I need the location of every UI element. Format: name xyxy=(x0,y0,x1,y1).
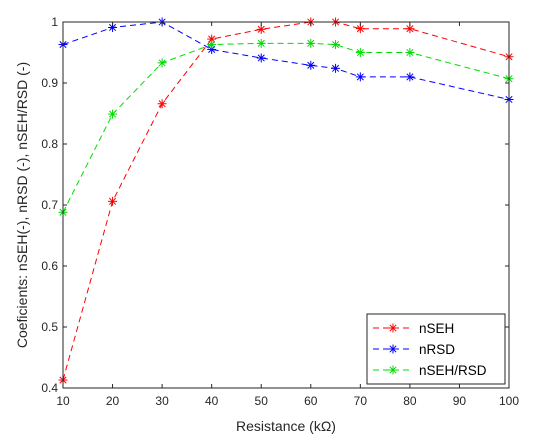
data-point-1-4 xyxy=(256,53,266,63)
series-line-1 xyxy=(62,21,510,100)
x-tick-label: 20 xyxy=(106,394,120,408)
x-tick-label: 80 xyxy=(403,394,417,408)
y-tick-label: 1 xyxy=(51,15,58,29)
legend: nSEH nRSD nSEH/RSD xyxy=(366,313,506,385)
data-point-2-8 xyxy=(405,48,415,57)
data-point-2-6 xyxy=(331,40,341,50)
data-point-2-3 xyxy=(207,40,217,50)
x-tick-label: 10 xyxy=(56,394,70,408)
series-line-2 xyxy=(62,42,510,213)
y-tick-label: 0.6 xyxy=(41,259,58,273)
series-line-0 xyxy=(62,21,510,381)
y-tick-label: 0.7 xyxy=(41,198,58,212)
data-point-2-2 xyxy=(157,58,167,68)
legend-entry: nRSD xyxy=(373,342,455,357)
data-point-1-7 xyxy=(355,72,365,82)
legend-marker xyxy=(388,323,398,333)
data-point-1-8 xyxy=(405,72,415,82)
legend-marker xyxy=(388,365,398,375)
y-tick-label: 0.4 xyxy=(41,381,58,395)
data-point-2-1 xyxy=(108,109,118,119)
legend-label: nSEH/RSD xyxy=(419,363,487,378)
series-layer xyxy=(58,17,514,385)
x-tick-label: 40 xyxy=(205,394,219,408)
legend-label: nRSD xyxy=(419,342,455,357)
y-tick-label: 0.8 xyxy=(41,137,58,151)
x-tick-label: 90 xyxy=(453,394,467,408)
data-point-1-6 xyxy=(331,63,341,73)
legend-entry: nSEH/RSD xyxy=(373,363,487,378)
data-point-0-1 xyxy=(108,196,118,206)
x-tick-label: 100 xyxy=(499,394,519,408)
x-tick-label: 30 xyxy=(155,394,169,408)
axes-layer: 10 20 30 40 50 60 70 80 90 100 0.4 0.5 0.6 0.7 0.8 0.9 1 xyxy=(41,15,519,408)
data-point-1-1 xyxy=(108,22,118,32)
legend-marker xyxy=(388,344,398,354)
x-tick-label: 50 xyxy=(255,394,269,408)
legend-entry: nSEH xyxy=(373,321,454,336)
y-tick-label: 0.5 xyxy=(41,320,58,334)
y-tick-label: 0.9 xyxy=(41,76,58,90)
x-tick-label: 60 xyxy=(304,394,318,408)
data-point-2-4 xyxy=(256,38,266,48)
x-axis-title: Resistance (kΩ) xyxy=(236,418,336,434)
x-tick-label: 70 xyxy=(354,394,368,408)
data-point-1-5 xyxy=(306,60,316,70)
data-point-0-2 xyxy=(157,99,167,109)
data-point-2-7 xyxy=(355,48,365,57)
y-axis-title: Coeficients: nSEH(-), nRSD (-), nSEH/RSD… xyxy=(14,62,30,348)
data-point-0-4 xyxy=(256,24,266,34)
data-point-2-5 xyxy=(306,38,316,48)
legend-label: nSEH xyxy=(419,321,454,336)
